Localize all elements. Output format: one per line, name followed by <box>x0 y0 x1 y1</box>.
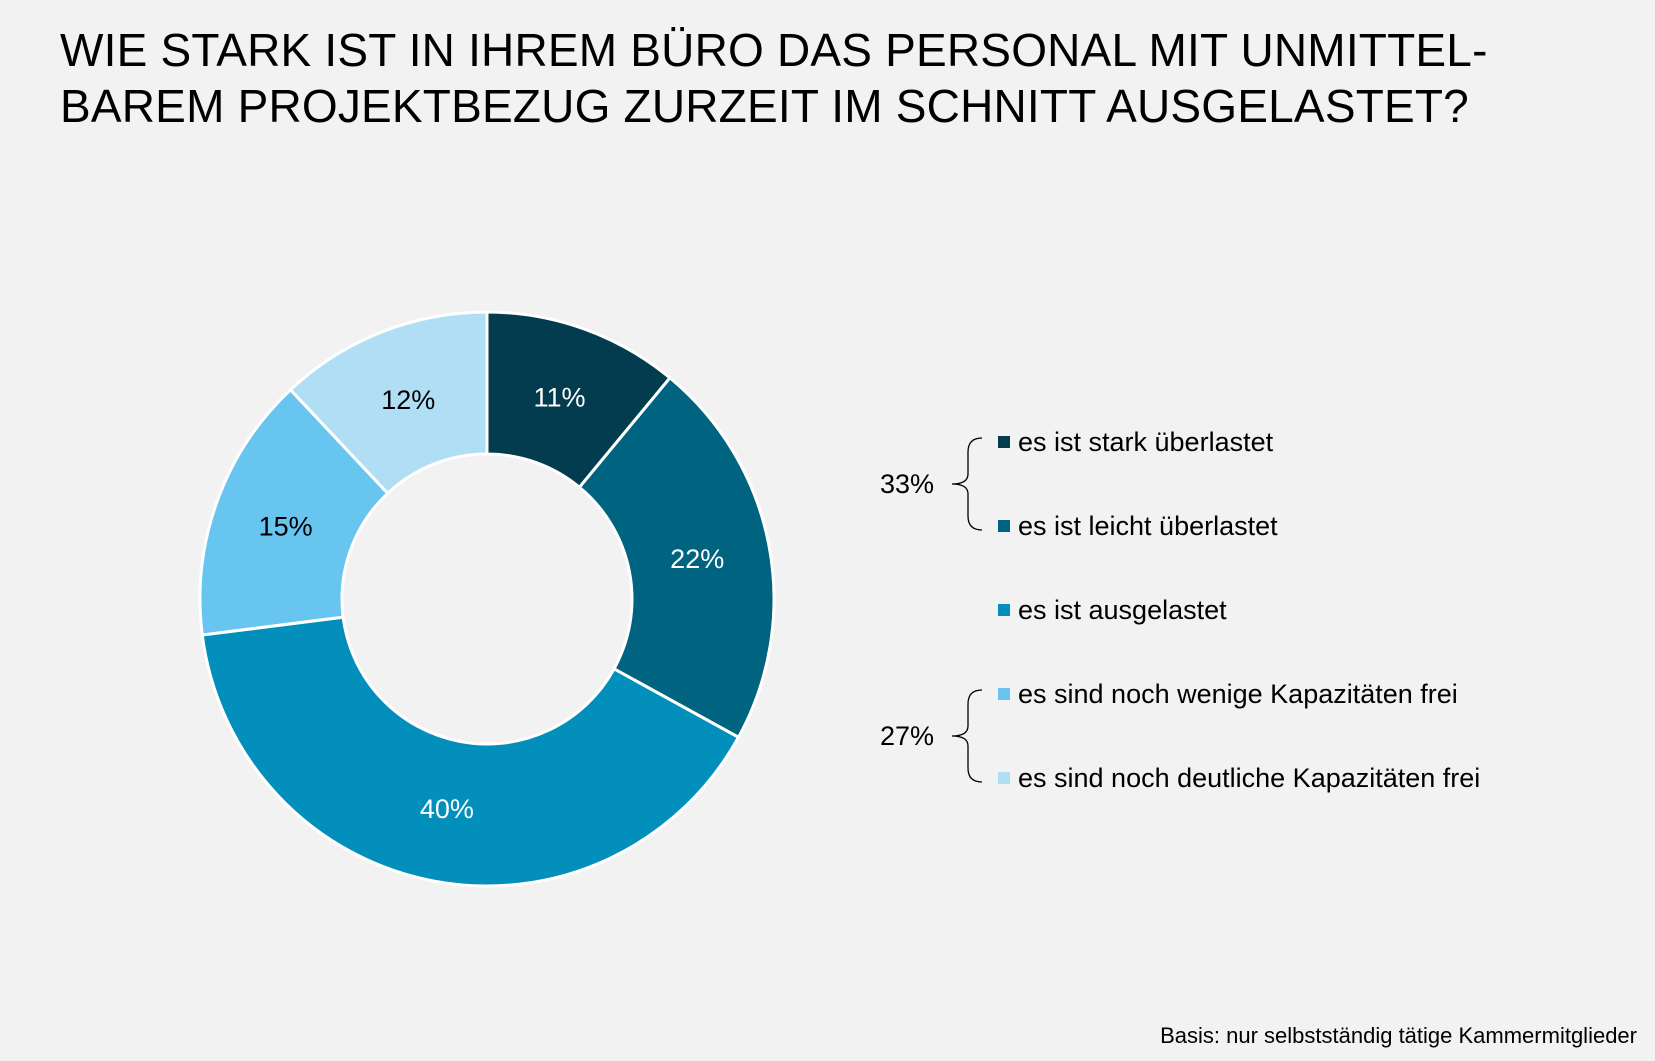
slice-label-1: 11% <box>533 383 585 413</box>
legend-item-es-ist-ausgelastet: es ist ausgelastet <box>998 595 1227 625</box>
title-line-2: BAREM PROJEKTBEZUG ZURZEIT IM SCHNITT AU… <box>60 80 1469 132</box>
legend-item-es-sind-noch-wenige-kapazitaeten-frei: es sind noch wenige Kapazitäten frei <box>998 679 1458 709</box>
group-total-label: 27% <box>880 721 934 751</box>
slice-es-sind-noch-deutliche-kapazitaeten-frei <box>288 310 489 496</box>
legend-swatch <box>998 604 1010 616</box>
slice-es-ist-stark-ueberlastet <box>485 310 673 490</box>
legend-label: es ist ausgelastet <box>1018 595 1227 625</box>
legend-label: es sind noch deutliche Kapazitäten frei <box>1018 763 1480 793</box>
slice-es-ist-ausgelastet <box>200 615 741 888</box>
group-bracket-1: 33% <box>880 437 983 531</box>
footnote: Basis: nur selbstständig tätige Kammermi… <box>1160 1023 1637 1048</box>
group-brackets: 33% 27% <box>880 437 983 783</box>
legend-swatch <box>998 520 1010 532</box>
slice-label-4: 15% <box>259 512 313 542</box>
legend-label: es ist stark überlastet <box>1018 427 1274 457</box>
curly-brace <box>951 689 983 783</box>
chart-title: WIE STARK IST IN IHREM BÜRO DAS PERSONAL… <box>60 22 1620 134</box>
slice-labels: 11% 22% 40% 15% 12% <box>259 383 725 825</box>
legend-label: es sind noch wenige Kapazitäten frei <box>1018 679 1458 709</box>
legend-item-es-sind-noch-deutliche-kapazitaeten-frei: es sind noch deutliche Kapazitäten frei <box>998 763 1480 793</box>
slice-label-5: 12% <box>381 385 435 415</box>
group-bracket-2: 27% <box>880 689 983 783</box>
slice-es-sind-noch-wenige-kapazitaeten-frei <box>198 387 390 637</box>
slice-label-3: 40% <box>420 794 474 824</box>
slice-es-ist-leicht-ueberlastet <box>577 375 776 740</box>
donut-slices <box>198 310 776 888</box>
legend-label: es ist leicht überlastet <box>1018 511 1278 541</box>
title-line-1: WIE STARK IST IN IHREM BÜRO DAS PERSONAL… <box>60 24 1488 76</box>
legend-item-es-ist-stark-ueberlastet: es ist stark überlastet <box>998 427 1274 457</box>
slice-label-2: 22% <box>670 544 724 574</box>
legend: es ist stark überlastet es ist leicht übe… <box>998 427 1480 793</box>
group-total-label: 33% <box>880 469 934 499</box>
curly-brace <box>951 437 983 531</box>
legend-swatch <box>998 688 1010 700</box>
legend-swatch <box>998 436 1010 448</box>
legend-item-es-ist-leicht-ueberlastet: es ist leicht überlastet <box>998 511 1278 541</box>
legend-swatch <box>998 772 1010 784</box>
